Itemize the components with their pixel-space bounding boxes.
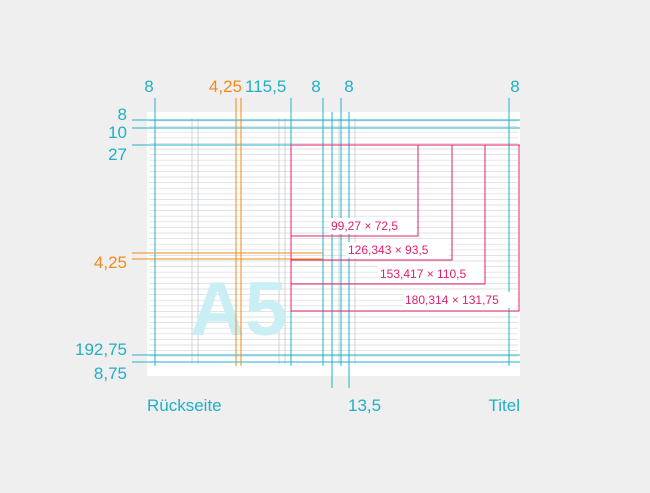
top-measure: 8: [510, 77, 519, 96]
column-lines: [191, 118, 356, 364]
left-measure: 10: [108, 123, 127, 142]
cyan-guides: [132, 98, 520, 388]
left-measure: 27: [108, 145, 127, 164]
left-measure: 4,25: [94, 253, 127, 272]
top-measure: 4,25: [209, 77, 242, 96]
format-label-bg: [329, 218, 416, 234]
left-measure: 192,75: [75, 340, 127, 359]
left-measure: 8,75: [94, 364, 127, 383]
format-label: 99,27 × 72,5: [331, 219, 398, 233]
front-cover-label: Titel: [489, 396, 521, 415]
format-label-bg: [403, 292, 517, 308]
format-watermark: A5: [190, 267, 287, 352]
format-rectangles: [290, 144, 520, 312]
format-label-bg: [378, 266, 483, 282]
top-measure: 8: [344, 77, 353, 96]
top-measure: 8: [311, 77, 320, 96]
format-label: 180,314 × 131,75: [405, 293, 499, 307]
left-measure: 8: [118, 105, 127, 124]
format-label: 126,343 × 93,5: [348, 243, 429, 257]
format-label-bg: [346, 242, 449, 258]
format-rect: [290, 144, 520, 312]
top-measure: 115,5: [245, 77, 286, 96]
top-measure: 8: [144, 77, 153, 96]
format-label: 153,417 × 110,5: [380, 267, 467, 281]
back-cover-label: Rückseite: [147, 396, 222, 415]
spine-width-label: 13,5: [348, 396, 381, 415]
